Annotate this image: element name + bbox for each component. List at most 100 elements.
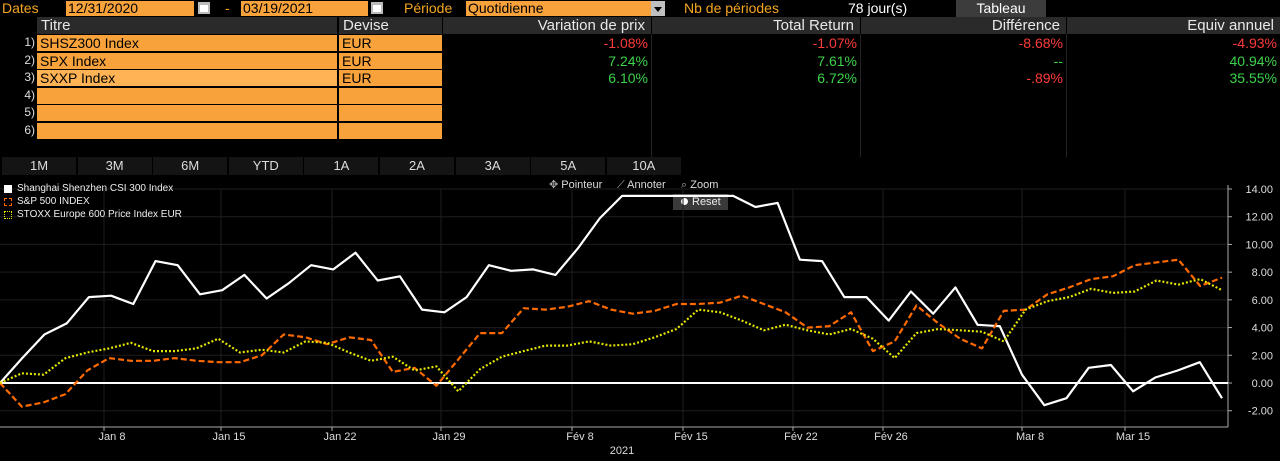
price-change-cell — [443, 88, 651, 104]
security-title-cell[interactable]: SHSZ300 Index — [37, 35, 337, 51]
legend-swatch — [4, 211, 12, 219]
price-change-cell — [443, 105, 651, 121]
period-label: Période — [404, 0, 453, 16]
header-title: Titre — [37, 17, 337, 34]
y-tick-label: 12.00 — [1245, 212, 1273, 224]
zoom-tool[interactable]: ⌕ Zoom — [681, 178, 718, 192]
annotate-tool[interactable]: ⟋ Annoter — [617, 178, 666, 192]
price-change-cell: 6.10% — [608, 70, 648, 87]
series-line-3[interactable] — [0, 277, 1223, 393]
row-number: 2) — [24, 52, 35, 67]
x-tick-label: Fév 8 — [566, 431, 594, 443]
legend-label: S&P 500 INDEX — [17, 196, 90, 207]
range-button-2a[interactable]: 2A — [380, 157, 455, 175]
y-tick-label: 10.00 — [1245, 239, 1273, 251]
total-return-cell: 6.72% — [817, 70, 857, 87]
security-title-cell[interactable] — [37, 105, 337, 122]
start-date-field[interactable]: 12/31/2020 — [66, 1, 194, 16]
annual-equiv-cell — [1067, 105, 1280, 121]
currency-cell[interactable] — [339, 87, 442, 104]
x-axis-label: 2021 — [610, 445, 634, 457]
reset-label: Reset — [692, 196, 721, 208]
currency-cell[interactable]: EUR — [339, 70, 442, 87]
top-bar: Dates 12/31/2020 - 03/19/2021 Période Qu… — [0, 0, 1280, 17]
total-return-cell — [652, 88, 860, 104]
y-tick-label: 14.00 — [1245, 184, 1273, 196]
header-difference: Différence — [861, 17, 1066, 34]
column-divider — [1066, 34, 1067, 157]
pointer-tool[interactable]: ✥ Pointeur — [549, 178, 602, 192]
currency-cell[interactable]: EUR — [339, 52, 442, 69]
x-tick-label: Jan 29 — [432, 431, 465, 443]
x-tick-label: Jan 8 — [99, 431, 126, 443]
currency-cell[interactable]: EUR — [339, 35, 442, 51]
x-tick-label: Fév 26 — [874, 431, 908, 443]
range-button-3m[interactable]: 3M — [77, 157, 153, 175]
difference-cell: -.89% — [1026, 70, 1063, 87]
column-divider — [860, 34, 861, 157]
annual-equiv-cell: -4.93% — [1232, 35, 1277, 51]
end-date-field[interactable]: 03/19/2021 — [241, 1, 368, 16]
header-annual-equiv: Equiv annuel — [1067, 17, 1280, 34]
y-tick-label: 4.00 — [1252, 323, 1273, 335]
legend-item[interactable]: Shanghai Shenzhen CSI 300 Index — [4, 183, 173, 195]
legend-item[interactable]: S&P 500 INDEX — [4, 196, 90, 208]
reset-button[interactable]: Reset — [673, 194, 728, 210]
annual-equiv-cell: 40.94% — [1229, 52, 1277, 69]
range-button-1a[interactable]: 1A — [304, 157, 380, 175]
crosshair-icon: ✥ — [549, 179, 559, 191]
legend-swatch — [4, 185, 12, 193]
annual-equiv-cell: 35.55% — [1229, 70, 1277, 87]
x-tick-label: Fév 15 — [674, 431, 708, 443]
legend-swatch — [4, 198, 12, 206]
y-tick-label: -2.00 — [1248, 406, 1273, 418]
y-tick-label: 0.00 — [1252, 378, 1273, 390]
difference-cell — [861, 105, 1066, 121]
chevron-down-icon[interactable] — [651, 1, 665, 16]
y-tick-label: 8.00 — [1252, 267, 1273, 279]
x-tick-label: Jan 22 — [323, 431, 356, 443]
security-title-cell[interactable] — [37, 123, 337, 139]
price-change-cell — [443, 123, 651, 139]
legend-item[interactable]: STOXX Europe 600 Price Index EUR — [4, 209, 182, 221]
performance-chart[interactable]: 14.00 12.00 10.00 8.00 6.00 4.00 2.00 0.00 -2.00… — [0, 175, 1280, 461]
column-divider — [651, 34, 652, 157]
x-tick-label: Fév 22 — [784, 431, 818, 443]
zoom-label: Zoom — [690, 179, 719, 191]
difference-cell — [861, 88, 1066, 104]
calendar-icon[interactable] — [198, 2, 210, 14]
pencil-icon: ⟋ — [617, 179, 625, 191]
range-button-3a[interactable]: 3A — [455, 157, 531, 175]
header-currency: Devise — [339, 17, 442, 34]
range-button-10a[interactable]: 10A — [606, 157, 682, 175]
total-return-cell — [652, 105, 860, 121]
periods-count-value: 78 jour(s) — [848, 0, 908, 16]
currency-cell[interactable] — [339, 123, 442, 139]
row-number: 3) — [24, 70, 35, 85]
currency-cell[interactable] — [339, 105, 442, 122]
security-title-cell[interactable] — [37, 87, 337, 104]
period-select[interactable]: Quotidienne — [466, 1, 651, 16]
y-tick-label: 2.00 — [1252, 350, 1273, 362]
header-total-return: Total Return — [652, 17, 860, 34]
header-price-change: Variation de prix — [443, 17, 651, 34]
price-change-cell: 7.24% — [608, 52, 648, 69]
calendar-icon[interactable] — [371, 2, 383, 14]
total-return-cell: -1.07% — [812, 35, 857, 51]
range-button-ytd[interactable]: YTD — [228, 157, 304, 175]
row-number: 6) — [24, 123, 35, 137]
range-selector: 1M 3M 6M YTD 1A 2A 3A 5A 10A — [0, 157, 1280, 175]
dates-label: Dates — [2, 0, 39, 16]
x-tick-label: Jan 15 — [212, 431, 245, 443]
date-separator: - — [225, 0, 230, 16]
series-line-1[interactable] — [0, 194, 1223, 407]
series-line-2[interactable] — [0, 258, 1223, 408]
range-button-5a[interactable]: 5A — [531, 157, 607, 175]
range-button-1m[interactable]: 1M — [2, 157, 77, 175]
range-button-6m[interactable]: 6M — [153, 157, 229, 175]
security-title-cell[interactable]: SPX Index — [37, 52, 337, 69]
security-title-cell[interactable]: SXXP Index — [37, 70, 337, 87]
legend-label: Shanghai Shenzhen CSI 300 Index — [17, 183, 174, 194]
pointer-label: Pointeur — [561, 179, 603, 191]
table-view-button[interactable]: Tableau — [956, 0, 1046, 17]
